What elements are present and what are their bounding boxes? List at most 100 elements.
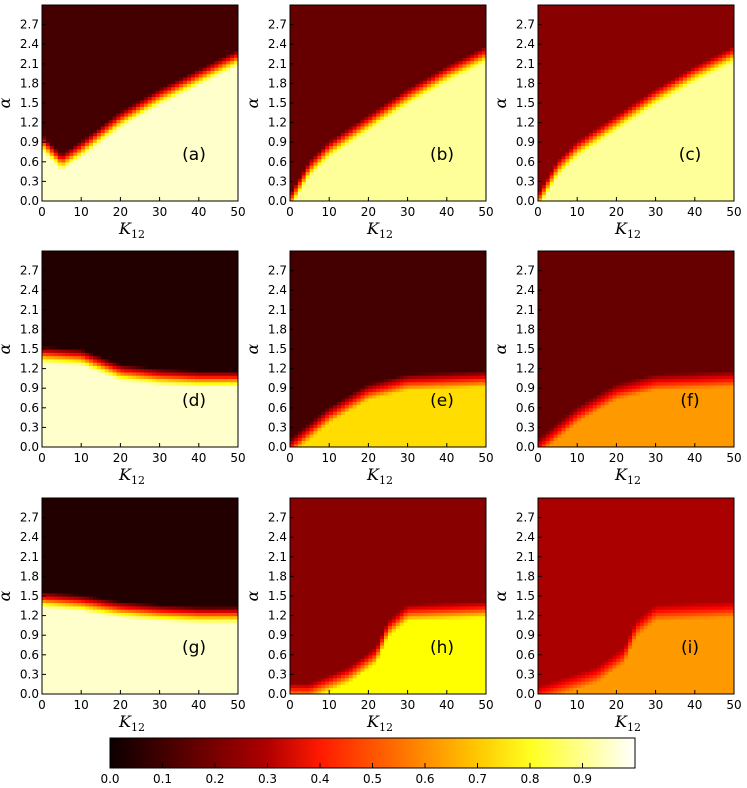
heatmap-cell [348, 138, 354, 143]
heatmap-cell [411, 37, 417, 42]
heatmap-cell [206, 70, 212, 75]
heatmap-cell [348, 178, 354, 182]
heatmap-cell [329, 24, 334, 29]
heatmap-cell [143, 158, 149, 163]
heatmap-cell [364, 122, 369, 127]
heatmap-cell [167, 112, 172, 117]
heatmap-cell [411, 21, 417, 26]
heatmap-cell [329, 40, 334, 45]
heatmap-cell [49, 76, 55, 81]
heatmap-cell [171, 24, 176, 29]
heatmap-cell [183, 8, 188, 13]
heatmap-cell [340, 67, 346, 71]
heatmap-cell [132, 44, 137, 49]
heatmap-cell [290, 40, 295, 45]
heatmap-cell [234, 27, 238, 32]
heatmap-cell [305, 93, 311, 98]
heatmap-cell [329, 112, 334, 117]
heatmap-cell [333, 47, 338, 52]
heatmap-cell [167, 116, 172, 120]
heatmap-cell [128, 80, 133, 84]
heatmap-cell [317, 174, 322, 179]
heatmap-cell [226, 112, 231, 117]
heatmap-cell [198, 67, 204, 71]
heatmap-cell [376, 83, 381, 88]
heatmap-cell [384, 145, 389, 150]
heatmap-cell [313, 8, 319, 13]
heatmap-cell [360, 11, 366, 16]
heatmap-cell [167, 50, 172, 55]
heatmap-cell [190, 125, 196, 130]
heatmap-cell [140, 18, 145, 22]
heatmap-cell [53, 27, 59, 32]
heatmap-cell [108, 132, 114, 137]
heatmap-cell [230, 60, 235, 65]
heatmap-cell [49, 8, 55, 13]
heatmap-cell [344, 132, 350, 137]
heatmap-cell [116, 103, 121, 107]
heatmap-cell [380, 73, 385, 78]
heatmap-cell [42, 122, 47, 127]
heatmap-cell [234, 73, 238, 78]
y-tick-label: 1.5 [20, 96, 39, 110]
heatmap-cell [100, 171, 106, 176]
heatmap-cell [61, 86, 67, 91]
heatmap-cell [77, 132, 82, 137]
heatmap-cell [147, 106, 153, 111]
heatmap-cell [136, 191, 141, 196]
heatmap-cell [395, 8, 401, 13]
heatmap-cell [194, 50, 200, 55]
heatmap-cell [293, 142, 299, 147]
heatmap-cell [124, 109, 129, 114]
heatmap-cell [167, 187, 172, 192]
heatmap-cell [297, 119, 303, 124]
heatmap-cell [69, 181, 74, 186]
heatmap-cell [61, 152, 67, 156]
heatmap-cell [325, 76, 330, 81]
heatmap-cell [42, 60, 47, 65]
heatmap-cell [65, 34, 71, 39]
heatmap-cell [395, 18, 401, 22]
heatmap-cell [151, 80, 157, 84]
heatmap-cell [214, 11, 219, 16]
heatmap-cell [143, 181, 149, 186]
heatmap-cell [159, 73, 165, 78]
heatmap-cell [388, 11, 393, 16]
heatmap-cell [175, 70, 180, 75]
heatmap-cell [143, 76, 149, 81]
heatmap-cell [313, 187, 319, 192]
heatmap-cell [234, 122, 238, 127]
heatmap-cell [234, 5, 238, 9]
heatmap-cell [128, 174, 133, 179]
heatmap-cell [348, 63, 354, 68]
heatmap-cell [395, 197, 401, 201]
heatmap-cell [415, 135, 420, 140]
heatmap-cell [49, 83, 55, 88]
heatmap-cell [128, 155, 133, 160]
heatmap-cell [352, 89, 358, 94]
heatmap-cell [57, 44, 63, 49]
heatmap-cell [155, 37, 161, 42]
heatmap-cell [77, 178, 82, 182]
heatmap-cell [415, 191, 420, 196]
heatmap-cell [337, 116, 342, 120]
heatmap-cell [100, 132, 106, 137]
heatmap-cell [321, 86, 326, 91]
heatmap-cell [415, 178, 420, 182]
heatmap-cell [317, 116, 322, 120]
heatmap-cell [175, 14, 180, 19]
heatmap-cell [218, 54, 223, 58]
heatmap-cell [340, 31, 346, 35]
heatmap-cell [194, 40, 200, 45]
heatmap-cell [206, 31, 212, 35]
heatmap-cell [140, 109, 145, 114]
heatmap-cell [108, 119, 114, 124]
heatmap-cell [218, 109, 223, 114]
heatmap-cell [179, 181, 184, 186]
heatmap-cell [132, 54, 137, 58]
heatmap-cell [171, 76, 176, 81]
heatmap-cell [380, 178, 385, 182]
heatmap-cell [77, 57, 82, 62]
heatmap-cell [143, 80, 149, 84]
heatmap-cell [380, 106, 385, 111]
